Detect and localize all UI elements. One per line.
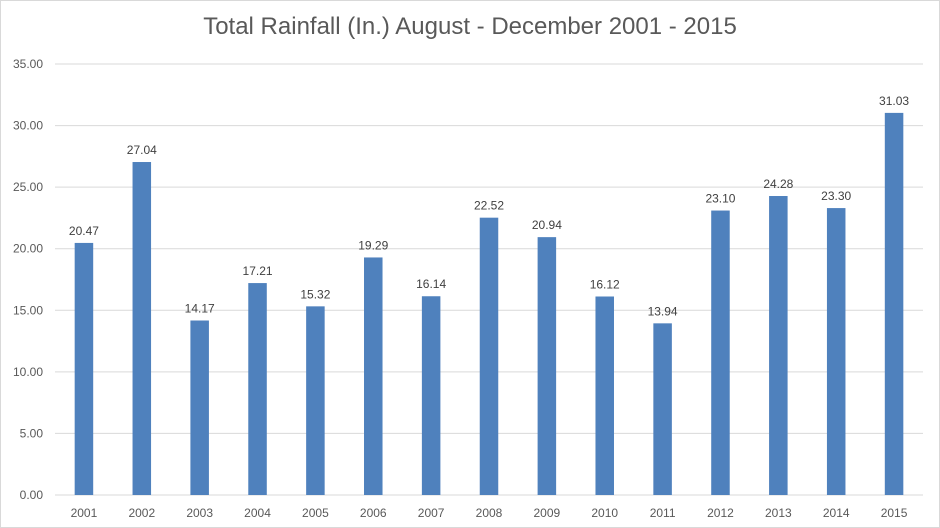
data-label: 20.47 — [69, 224, 99, 238]
x-tick-label: 2014 — [823, 506, 850, 520]
data-label: 19.29 — [358, 238, 388, 252]
data-label: 22.52 — [474, 199, 504, 213]
bar — [769, 196, 788, 495]
x-tick-label: 2015 — [881, 506, 908, 520]
x-tick-label: 2006 — [360, 506, 387, 520]
x-tick-label: 2002 — [128, 506, 155, 520]
x-tick-label: 2003 — [186, 506, 213, 520]
x-tick-label: 2013 — [765, 506, 792, 520]
data-label: 27.04 — [127, 143, 157, 157]
bar — [190, 320, 209, 495]
data-label: 23.10 — [705, 192, 735, 206]
chart-title: Total Rainfall (In.) August - December 2… — [203, 13, 737, 40]
y-tick-label: 25.00 — [13, 180, 43, 194]
data-label: 20.94 — [532, 218, 562, 232]
bar — [306, 306, 325, 495]
data-label: 16.12 — [590, 277, 620, 291]
data-label: 14.17 — [185, 302, 215, 316]
bar — [826, 208, 846, 495]
y-tick-label: 0.00 — [20, 488, 44, 502]
data-label: 31.03 — [879, 94, 909, 108]
y-tick-label: 5.00 — [20, 426, 44, 440]
data-label: 13.94 — [648, 304, 678, 318]
y-tick-label: 15.00 — [13, 303, 43, 317]
bar — [537, 237, 557, 495]
x-tick-label: 2001 — [71, 506, 98, 520]
bar — [595, 296, 614, 495]
x-tick-label: 2012 — [707, 506, 734, 520]
x-tick-label: 2010 — [591, 506, 618, 520]
x-tick-label: 2007 — [418, 506, 445, 520]
x-tick-label: 2009 — [534, 506, 561, 520]
bar — [421, 296, 441, 495]
data-label: 15.32 — [300, 287, 330, 301]
bar — [884, 112, 904, 496]
bar — [248, 283, 267, 495]
data-label: 23.30 — [821, 189, 851, 203]
x-tick-label: 2011 — [650, 506, 676, 520]
data-label: 17.21 — [243, 264, 273, 278]
bar — [364, 257, 383, 495]
bar — [711, 210, 730, 496]
bar — [479, 217, 499, 495]
bar — [74, 242, 94, 495]
y-tick-label: 20.00 — [13, 242, 43, 256]
y-tick-label: 35.00 — [13, 57, 43, 71]
data-label: 24.28 — [763, 177, 793, 191]
x-tick-label: 2004 — [244, 506, 271, 520]
x-tick-label: 2008 — [476, 506, 503, 520]
y-tick-label: 10.00 — [13, 365, 43, 379]
bar — [132, 162, 152, 495]
data-label: 16.14 — [416, 277, 446, 291]
bar — [653, 323, 672, 495]
y-tick-label: 30.00 — [13, 119, 43, 133]
x-tick-label: 2005 — [302, 506, 329, 520]
